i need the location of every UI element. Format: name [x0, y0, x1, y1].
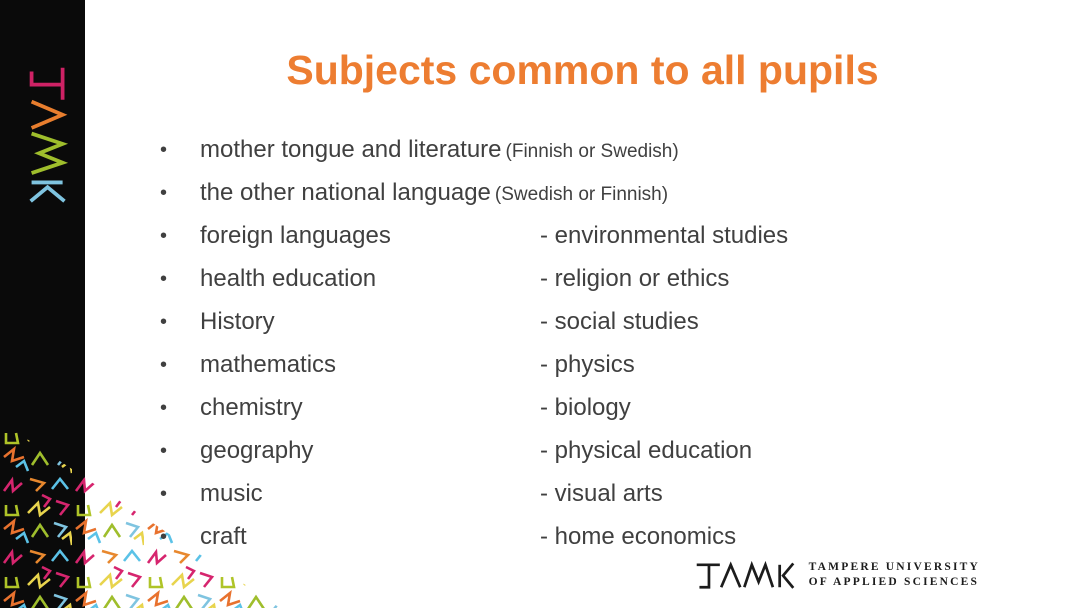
university-name-line2: OF APPLIED SCIENCES [808, 576, 980, 588]
bullet-icon: • [160, 310, 168, 333]
subject-left-label: craft [200, 522, 247, 550]
bullet-icon: • [160, 353, 168, 376]
bullet-icon: • [160, 525, 168, 548]
subjects-list: • mother tongue and literature (Finnish o… [160, 128, 980, 558]
bullet-icon: • [160, 267, 168, 290]
bullet-icon: • [160, 181, 168, 204]
subject-row: • geography - physical education [160, 429, 980, 472]
subject-left-label: health education [200, 264, 377, 292]
subject-left-label: foreign languages [200, 221, 391, 249]
subject-row: • the other national language (Swedish or… [160, 171, 980, 214]
subject-right-label: - home economics [540, 522, 737, 550]
subject-right-label: - physics [540, 350, 635, 378]
subject-row: • mathematics - physics [160, 343, 980, 386]
bullet-icon: • [160, 439, 168, 462]
subject-row: • foreign languages - environmental stud… [160, 214, 980, 257]
subject-row: • music - visual arts [160, 472, 980, 515]
subject-note-label: (Finnish or Swedish) [505, 140, 679, 162]
bullet-icon: • [160, 482, 168, 505]
university-name-line1: TAMPERE UNIVERSITY [808, 561, 980, 574]
slide-title: Subjects common to all pupils [286, 47, 879, 93]
subject-row: • chemistry - biology [160, 386, 980, 429]
subject-row: • History - social studies [160, 300, 980, 343]
subject-right-label: - visual arts [540, 479, 663, 507]
subject-right-label: - environmental studies [540, 221, 789, 249]
subject-row: • craft - home economics [160, 515, 980, 558]
subject-left-label: History [200, 307, 275, 335]
tamk-logo-vertical-icon [29, 67, 69, 203]
subject-note-label: (Swedish or Finnish) [494, 183, 669, 205]
subject-right-label: - physical education [540, 436, 753, 464]
bullet-icon: • [160, 138, 168, 161]
bullet-icon: • [160, 224, 168, 247]
left-brand-bar [0, 0, 85, 608]
subject-row: • mother tongue and literature (Finnish o… [160, 128, 980, 171]
subject-left-label: music [200, 479, 263, 507]
bullet-icon: • [160, 396, 168, 419]
subject-left-label: the other national language [200, 178, 491, 206]
subject-left-label: mother tongue and literature [200, 135, 502, 163]
subject-right-label: - biology [540, 393, 631, 421]
subject-right-label: - religion or ethics [540, 264, 730, 292]
subject-left-label: mathematics [200, 350, 337, 378]
subject-left-label: geography [200, 436, 314, 464]
tamk-logo-icon [696, 560, 794, 589]
subject-row: • health education - religion or ethics [160, 257, 980, 300]
footer-brand: TAMPERE UNIVERSITY OF APPLIED SCIENCES [694, 558, 980, 592]
subject-left-label: chemistry [200, 393, 303, 421]
subject-right-label: - social studies [540, 307, 699, 335]
